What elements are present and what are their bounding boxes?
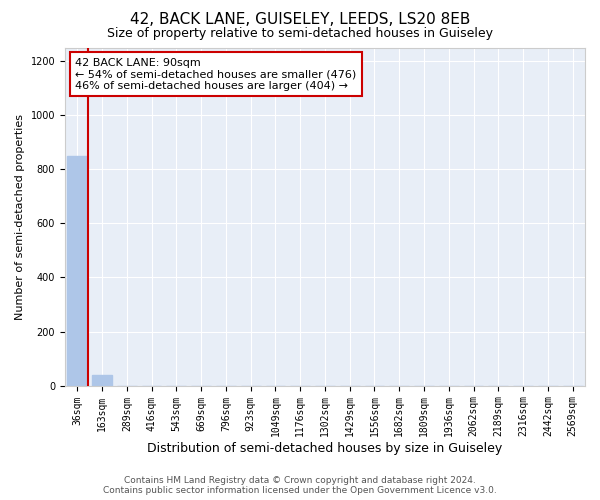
Text: Size of property relative to semi-detached houses in Guiseley: Size of property relative to semi-detach… [107,28,493,40]
Bar [67,156,87,386]
Text: Contains HM Land Registry data © Crown copyright and database right 2024.
Contai: Contains HM Land Registry data © Crown c… [103,476,497,495]
Bar [92,376,112,386]
Text: 42, BACK LANE, GUISELEY, LEEDS, LS20 8EB: 42, BACK LANE, GUISELEY, LEEDS, LS20 8EB [130,12,470,28]
Text: 42 BACK LANE: 90sqm
← 54% of semi-detached houses are smaller (476)
46% of semi-: 42 BACK LANE: 90sqm ← 54% of semi-detach… [76,58,356,91]
Y-axis label: Number of semi-detached properties: Number of semi-detached properties [15,114,25,320]
X-axis label: Distribution of semi-detached houses by size in Guiseley: Distribution of semi-detached houses by … [148,442,503,455]
